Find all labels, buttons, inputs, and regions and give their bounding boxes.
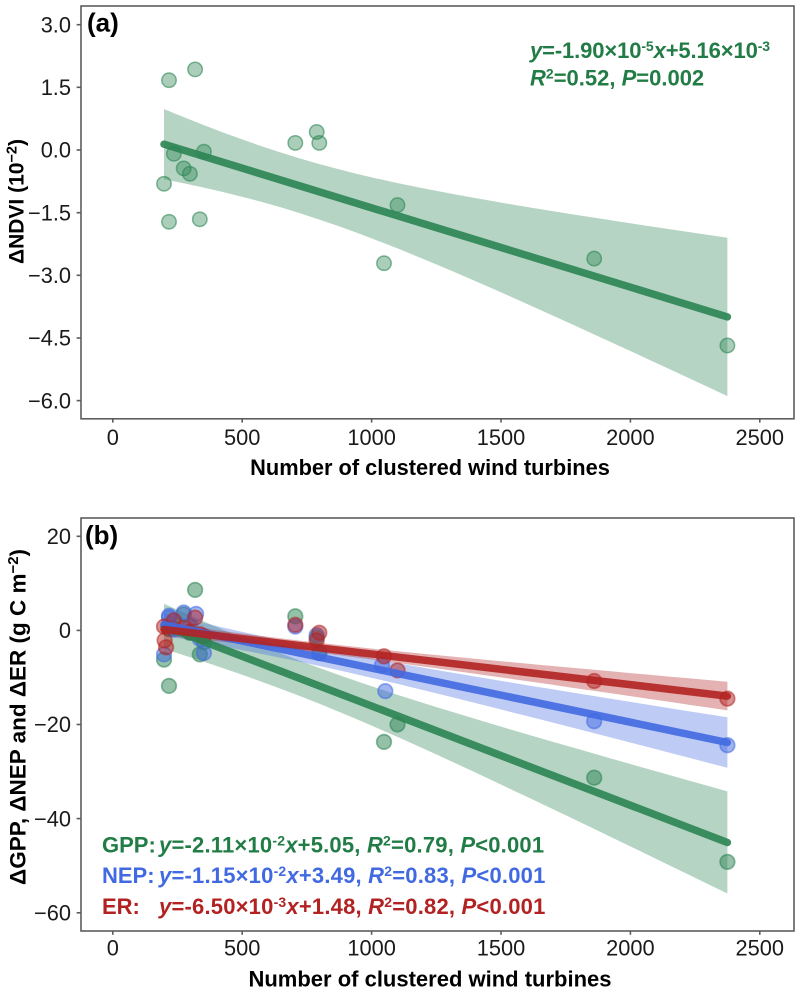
svg-text:Number of clustered wind turbi: Number of clustered wind turbines — [250, 455, 610, 480]
svg-text:0: 0 — [107, 425, 119, 450]
svg-text:2000: 2000 — [606, 425, 655, 450]
svg-text:(b): (b) — [85, 520, 118, 550]
svg-text:500: 500 — [224, 425, 260, 450]
svg-text:R2=0.52, P=0.002: R2=0.52, P=0.002 — [530, 66, 704, 91]
svg-text:−20: −20 — [34, 712, 71, 737]
svg-text:−60: −60 — [34, 901, 71, 926]
svg-text:−40: −40 — [34, 806, 71, 831]
svg-text:1000: 1000 — [347, 425, 396, 450]
svg-text:20: 20 — [47, 524, 71, 549]
svg-text:ΔGPP, ΔNEP and ΔER (g C m−2): ΔGPP, ΔNEP and ΔER (g C m−2) — [5, 549, 31, 885]
svg-text:y=-6.50×10-3x+1.48, R2=0.82, P: y=-6.50×10-3x+1.48, R2=0.82, P<0.001 — [158, 894, 546, 919]
svg-text:2500: 2500 — [736, 936, 785, 961]
svg-text:−3.0: −3.0 — [28, 263, 71, 288]
svg-text:2000: 2000 — [606, 936, 655, 961]
svg-text:1500: 1500 — [477, 936, 526, 961]
svg-text:−1.5: −1.5 — [28, 200, 71, 225]
svg-text:y=-1.15×10-2x+3.49, R2=0.83, P: y=-1.15×10-2x+3.49, R2=0.83, P<0.001 — [158, 863, 546, 888]
svg-text:1500: 1500 — [477, 425, 526, 450]
svg-text:NEP:: NEP: — [102, 863, 155, 888]
svg-text:500: 500 — [224, 936, 260, 961]
svg-text:ER:: ER: — [102, 894, 140, 919]
svg-text:GPP:: GPP: — [102, 833, 156, 858]
svg-text:(a): (a) — [87, 8, 119, 38]
svg-text:0.0: 0.0 — [41, 138, 71, 163]
svg-text:−4.5: −4.5 — [28, 326, 71, 351]
svg-text:0: 0 — [107, 936, 119, 961]
svg-text:1.5: 1.5 — [41, 75, 71, 100]
svg-text:y=-2.11×10-2x+5.05, R2=0.79, P: y=-2.11×10-2x+5.05, R2=0.79, P<0.001 — [158, 833, 544, 858]
svg-text:3.0: 3.0 — [41, 12, 71, 37]
svg-text:Number of clustered wind turbi: Number of clustered wind turbines — [248, 967, 611, 992]
svg-text:0: 0 — [59, 618, 71, 643]
svg-text:2500: 2500 — [736, 425, 785, 450]
svg-text:1000: 1000 — [347, 936, 396, 961]
svg-text:−6.0: −6.0 — [28, 388, 71, 413]
